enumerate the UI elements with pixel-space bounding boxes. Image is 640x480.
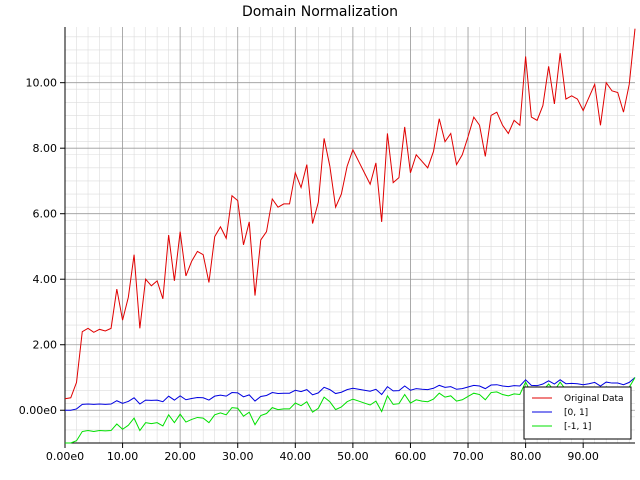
series-line-0 [64, 28, 636, 400]
legend-label: [0, 1] [564, 408, 588, 418]
y-tick-label: 4.00 [33, 273, 58, 286]
x-tick-label: 40.00 [280, 450, 312, 463]
x-tick-label: 20.00 [164, 450, 196, 463]
x-tick-label: 80.00 [510, 450, 542, 463]
y-tick-label: 8.00 [33, 142, 58, 155]
x-tick-label: 0.00e0 [46, 450, 84, 463]
legend-box [523, 386, 632, 440]
x-tick-label: 10.00 [107, 450, 139, 463]
y-tick-label: 0.00e0 [19, 404, 57, 417]
x-tick-label: 50.00 [337, 450, 369, 463]
series-line-1 [65, 377, 636, 411]
grid-lines [64, 27, 635, 444]
x-tick-label: 60.00 [395, 450, 427, 463]
legend-label: [-1, 1] [564, 422, 591, 432]
y-tick-label: 6.00 [33, 208, 58, 221]
y-tick-label: 2.00 [33, 339, 58, 352]
x-tick-label: 70.00 [452, 450, 484, 463]
y-tick-label: 10.00 [26, 77, 58, 90]
legend-label: Original Data [564, 394, 624, 404]
x-tick-label: 90.00 [567, 450, 599, 463]
x-tick-label: 30.00 [222, 450, 254, 463]
chart-title: Domain Normalization [241, 4, 399, 20]
legend: Original Data [0, 1] [-1, 1] [523, 386, 632, 440]
